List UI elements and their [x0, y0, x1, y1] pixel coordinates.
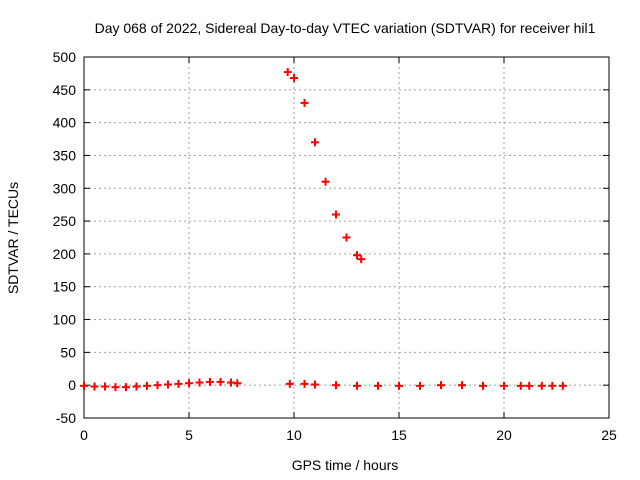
data-point: [332, 210, 340, 219]
y-tick-label: -50: [56, 410, 76, 426]
y-tick-label: 50: [60, 344, 76, 360]
data-point: [458, 381, 466, 390]
data-point: [374, 381, 382, 390]
axis-ticks: 0 5 10 15 20 25-50050100150200250300350400450…: [53, 49, 617, 443]
data-point: [185, 379, 193, 388]
data-point: [437, 381, 445, 390]
data-point: [132, 382, 141, 391]
data-point: [206, 377, 214, 386]
y-axis-label: SDTVAR / TECUs: [5, 182, 21, 294]
x-tick-label: 25: [601, 427, 617, 443]
data-point: [416, 381, 424, 390]
x-tick-label: 5: [185, 427, 193, 443]
x-tick-label: 20: [496, 427, 512, 443]
y-tick-label: 150: [53, 279, 77, 295]
data-point: [164, 380, 172, 389]
y-tick-label: 100: [53, 312, 77, 328]
data-point: [479, 381, 487, 390]
data-point: [80, 381, 88, 390]
y-tick-label: 200: [53, 246, 77, 262]
data-point: [153, 381, 162, 390]
data-point: [558, 381, 567, 390]
data-point: [174, 379, 183, 388]
data-point: [342, 233, 351, 242]
y-tick-label: 350: [53, 147, 77, 163]
data-point: [290, 74, 298, 83]
y-tick-label: 0: [68, 377, 76, 393]
data-point: [101, 382, 109, 391]
data-point: [300, 379, 309, 388]
data-point: [311, 138, 319, 147]
plot-frame: [83, 56, 610, 419]
data-point: [500, 381, 508, 390]
chart-title: Day 068 of 2022, Sidereal Day-to-day VTE…: [95, 20, 596, 36]
data-point: [90, 382, 99, 391]
data-point: [548, 381, 557, 390]
data-point: [311, 380, 319, 389]
data-point: [111, 383, 120, 392]
y-tick-label: 400: [53, 115, 77, 131]
x-tick-label: 15: [391, 427, 407, 443]
data-point: [233, 379, 242, 388]
grid: [84, 57, 609, 418]
y-tick-label: 250: [53, 213, 77, 229]
data-point: [357, 255, 366, 264]
y-tick-label: 500: [53, 49, 77, 65]
data-point: [332, 381, 340, 390]
y-tick-label: 300: [53, 180, 77, 196]
data-point: [216, 377, 225, 386]
data-point: [525, 381, 534, 390]
x-axis-label: GPS time / hours: [292, 457, 399, 473]
data-point: [143, 381, 151, 390]
data-point: [283, 68, 292, 77]
data-point: [353, 251, 361, 260]
data-point: [537, 381, 546, 390]
data-point: [122, 383, 130, 392]
x-tick-label: 10: [286, 427, 302, 443]
data-point: [285, 379, 294, 388]
data-point: [516, 381, 525, 390]
y-tick-label: 450: [53, 82, 77, 98]
data-point: [300, 98, 309, 107]
data-point: [321, 177, 330, 186]
data-points: [80, 68, 567, 392]
data-point: [353, 381, 361, 390]
x-tick-label: 0: [80, 427, 88, 443]
data-point: [395, 381, 403, 390]
data-point: [195, 378, 204, 387]
